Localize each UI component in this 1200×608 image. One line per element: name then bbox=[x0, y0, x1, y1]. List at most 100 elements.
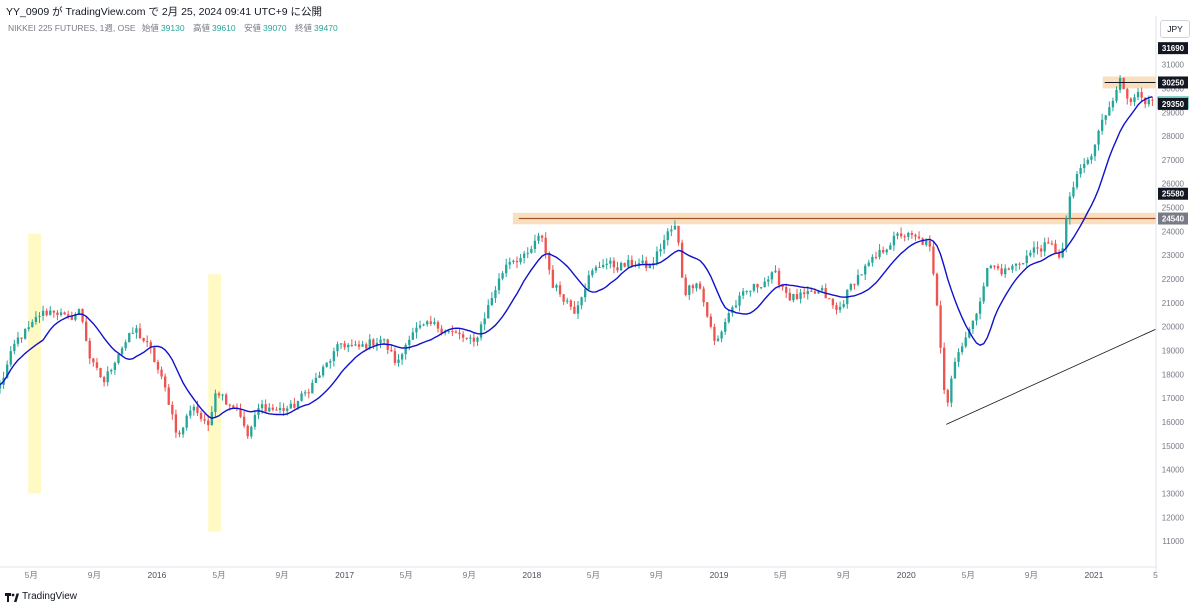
candle bbox=[336, 341, 339, 357]
candle bbox=[1029, 250, 1032, 258]
candle-body bbox=[343, 343, 346, 348]
candle bbox=[321, 364, 325, 378]
candle bbox=[853, 283, 856, 290]
candle bbox=[497, 273, 501, 295]
candle bbox=[203, 413, 206, 425]
candle-body bbox=[379, 339, 382, 343]
footer-brand[interactable]: TradingView bbox=[22, 591, 78, 602]
candle bbox=[1097, 129, 1100, 151]
candle-body bbox=[580, 297, 583, 306]
candle-body bbox=[921, 238, 924, 245]
candle bbox=[271, 403, 275, 412]
candle-body bbox=[81, 309, 84, 322]
candle-body bbox=[609, 260, 612, 264]
candle bbox=[684, 274, 687, 297]
candles-layer bbox=[0, 75, 1154, 439]
time-tick-label: 2021 bbox=[1084, 570, 1103, 580]
candle bbox=[38, 312, 41, 323]
candle bbox=[278, 402, 282, 414]
candle-body bbox=[429, 321, 432, 324]
candle-body bbox=[196, 406, 199, 413]
candle bbox=[307, 388, 310, 399]
candle-body bbox=[512, 260, 515, 263]
time-tick-label: 5月 bbox=[400, 570, 413, 580]
price-tick-label: 15000 bbox=[1162, 442, 1185, 451]
candle bbox=[135, 324, 138, 339]
candle-body bbox=[551, 269, 555, 288]
candle-body bbox=[555, 285, 558, 288]
moving-average-layer bbox=[0, 96, 1153, 419]
candle bbox=[138, 323, 142, 340]
currency-button[interactable]: JPY bbox=[1160, 20, 1190, 38]
candle bbox=[943, 342, 946, 395]
candle bbox=[896, 231, 899, 240]
candle-body bbox=[605, 263, 608, 265]
candle-body bbox=[447, 331, 450, 333]
candle bbox=[566, 297, 569, 304]
candle-body bbox=[964, 337, 967, 347]
candle-body bbox=[680, 242, 684, 278]
candle-body bbox=[426, 321, 429, 325]
candle bbox=[128, 332, 131, 343]
candle-body bbox=[0, 384, 2, 389]
candle-body bbox=[487, 305, 490, 319]
candle-body bbox=[770, 272, 774, 280]
candle-body bbox=[1136, 92, 1140, 98]
candle bbox=[562, 293, 565, 305]
candle bbox=[724, 318, 727, 335]
candle bbox=[411, 327, 415, 340]
tradingview-logo-icon[interactable] bbox=[5, 593, 19, 603]
candle bbox=[889, 242, 892, 250]
price-label: 24540 bbox=[1158, 212, 1188, 225]
candle-body bbox=[56, 312, 59, 315]
candle-body bbox=[935, 273, 939, 306]
candle bbox=[1057, 249, 1061, 260]
candle bbox=[9, 346, 12, 367]
time-tick-label: 9月 bbox=[88, 570, 101, 580]
candle bbox=[242, 410, 246, 429]
candle bbox=[189, 405, 192, 419]
candle-body bbox=[38, 315, 41, 317]
support-trendline bbox=[946, 328, 1157, 425]
candle-body bbox=[677, 225, 680, 243]
candle-body bbox=[856, 275, 860, 285]
candle-body bbox=[278, 408, 282, 410]
candle-body bbox=[612, 260, 616, 268]
symbol-name[interactable]: NIKKEI 225 FUTURES, 1週, OSE bbox=[8, 23, 136, 33]
candle bbox=[910, 230, 914, 239]
candle-body bbox=[228, 404, 231, 406]
candle bbox=[163, 373, 167, 392]
candle-body bbox=[314, 377, 318, 383]
candle bbox=[1025, 250, 1028, 268]
candle bbox=[695, 282, 698, 292]
candle bbox=[799, 288, 802, 304]
candle bbox=[666, 228, 669, 246]
candle bbox=[476, 336, 479, 346]
candle bbox=[864, 263, 867, 281]
candle bbox=[720, 330, 723, 343]
candle-body bbox=[20, 337, 23, 339]
candle bbox=[95, 358, 99, 371]
candle-body bbox=[810, 290, 813, 292]
candle-body bbox=[817, 290, 820, 294]
candle-body bbox=[9, 351, 12, 365]
time-tick-label: 9月 bbox=[463, 570, 476, 580]
candle bbox=[698, 281, 702, 290]
candle-body bbox=[354, 344, 357, 346]
candle bbox=[160, 366, 163, 380]
candle-body bbox=[896, 233, 899, 236]
candle-body bbox=[1108, 107, 1111, 116]
candle-body bbox=[648, 264, 651, 269]
candle bbox=[461, 331, 465, 343]
candle bbox=[181, 426, 185, 438]
price-labels-layer: 316903025029390293502558024540 bbox=[1157, 42, 1189, 225]
candle-body bbox=[889, 245, 892, 250]
candle bbox=[1043, 237, 1046, 257]
candle bbox=[505, 258, 508, 278]
candle-body bbox=[207, 420, 210, 426]
candle bbox=[400, 352, 404, 365]
candle-body bbox=[458, 332, 461, 335]
candle-body bbox=[171, 404, 174, 415]
candle bbox=[483, 312, 486, 331]
